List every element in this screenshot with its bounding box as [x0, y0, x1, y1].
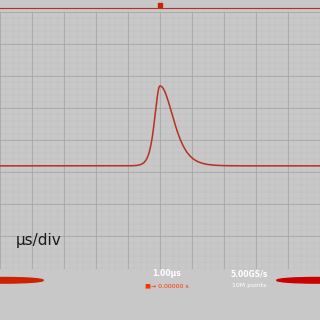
Text: ■→ 0.00000 s: ■→ 0.00000 s — [145, 283, 188, 288]
Text: 5.00GS/s: 5.00GS/s — [231, 269, 268, 278]
Circle shape — [0, 277, 43, 283]
Text: μs/div: μs/div — [16, 233, 62, 248]
Text: 10M points: 10M points — [232, 283, 267, 288]
Circle shape — [277, 277, 320, 283]
Text: 1.00μs: 1.00μs — [152, 269, 181, 278]
